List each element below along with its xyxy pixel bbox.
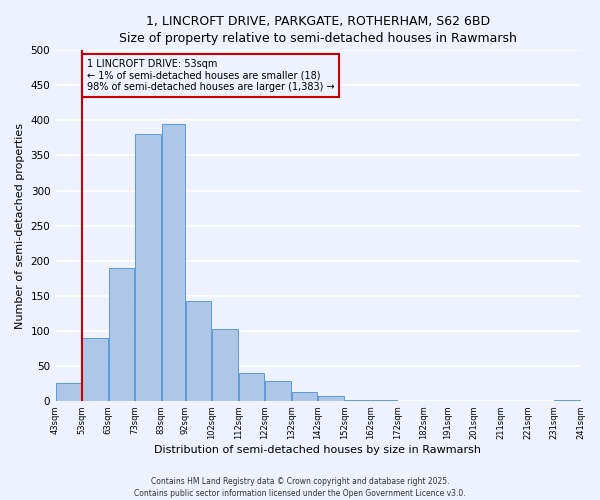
Bar [345,400,370,401]
Bar [318,396,344,401]
Title: 1, LINCROFT DRIVE, PARKGATE, ROTHERHAM, S62 6BD
Size of property relative to sem: 1, LINCROFT DRIVE, PARKGATE, ROTHERHAM, … [119,15,517,45]
Bar [56,384,82,401]
Bar [212,328,238,401]
Bar [292,392,317,401]
Bar [371,400,397,401]
Bar [161,124,185,401]
Bar [109,268,134,401]
Bar [239,373,265,401]
Bar [82,338,108,401]
Text: 1 LINCROFT DRIVE: 53sqm
← 1% of semi-detached houses are smaller (18)
98% of sem: 1 LINCROFT DRIVE: 53sqm ← 1% of semi-det… [87,58,335,92]
Bar [554,400,580,401]
Bar [265,381,291,401]
Y-axis label: Number of semi-detached properties: Number of semi-detached properties [15,122,25,328]
Bar [185,300,211,401]
X-axis label: Distribution of semi-detached houses by size in Rawmarsh: Distribution of semi-detached houses by … [154,445,481,455]
Text: Contains HM Land Registry data © Crown copyright and database right 2025.
Contai: Contains HM Land Registry data © Crown c… [134,476,466,498]
Bar [135,134,161,401]
